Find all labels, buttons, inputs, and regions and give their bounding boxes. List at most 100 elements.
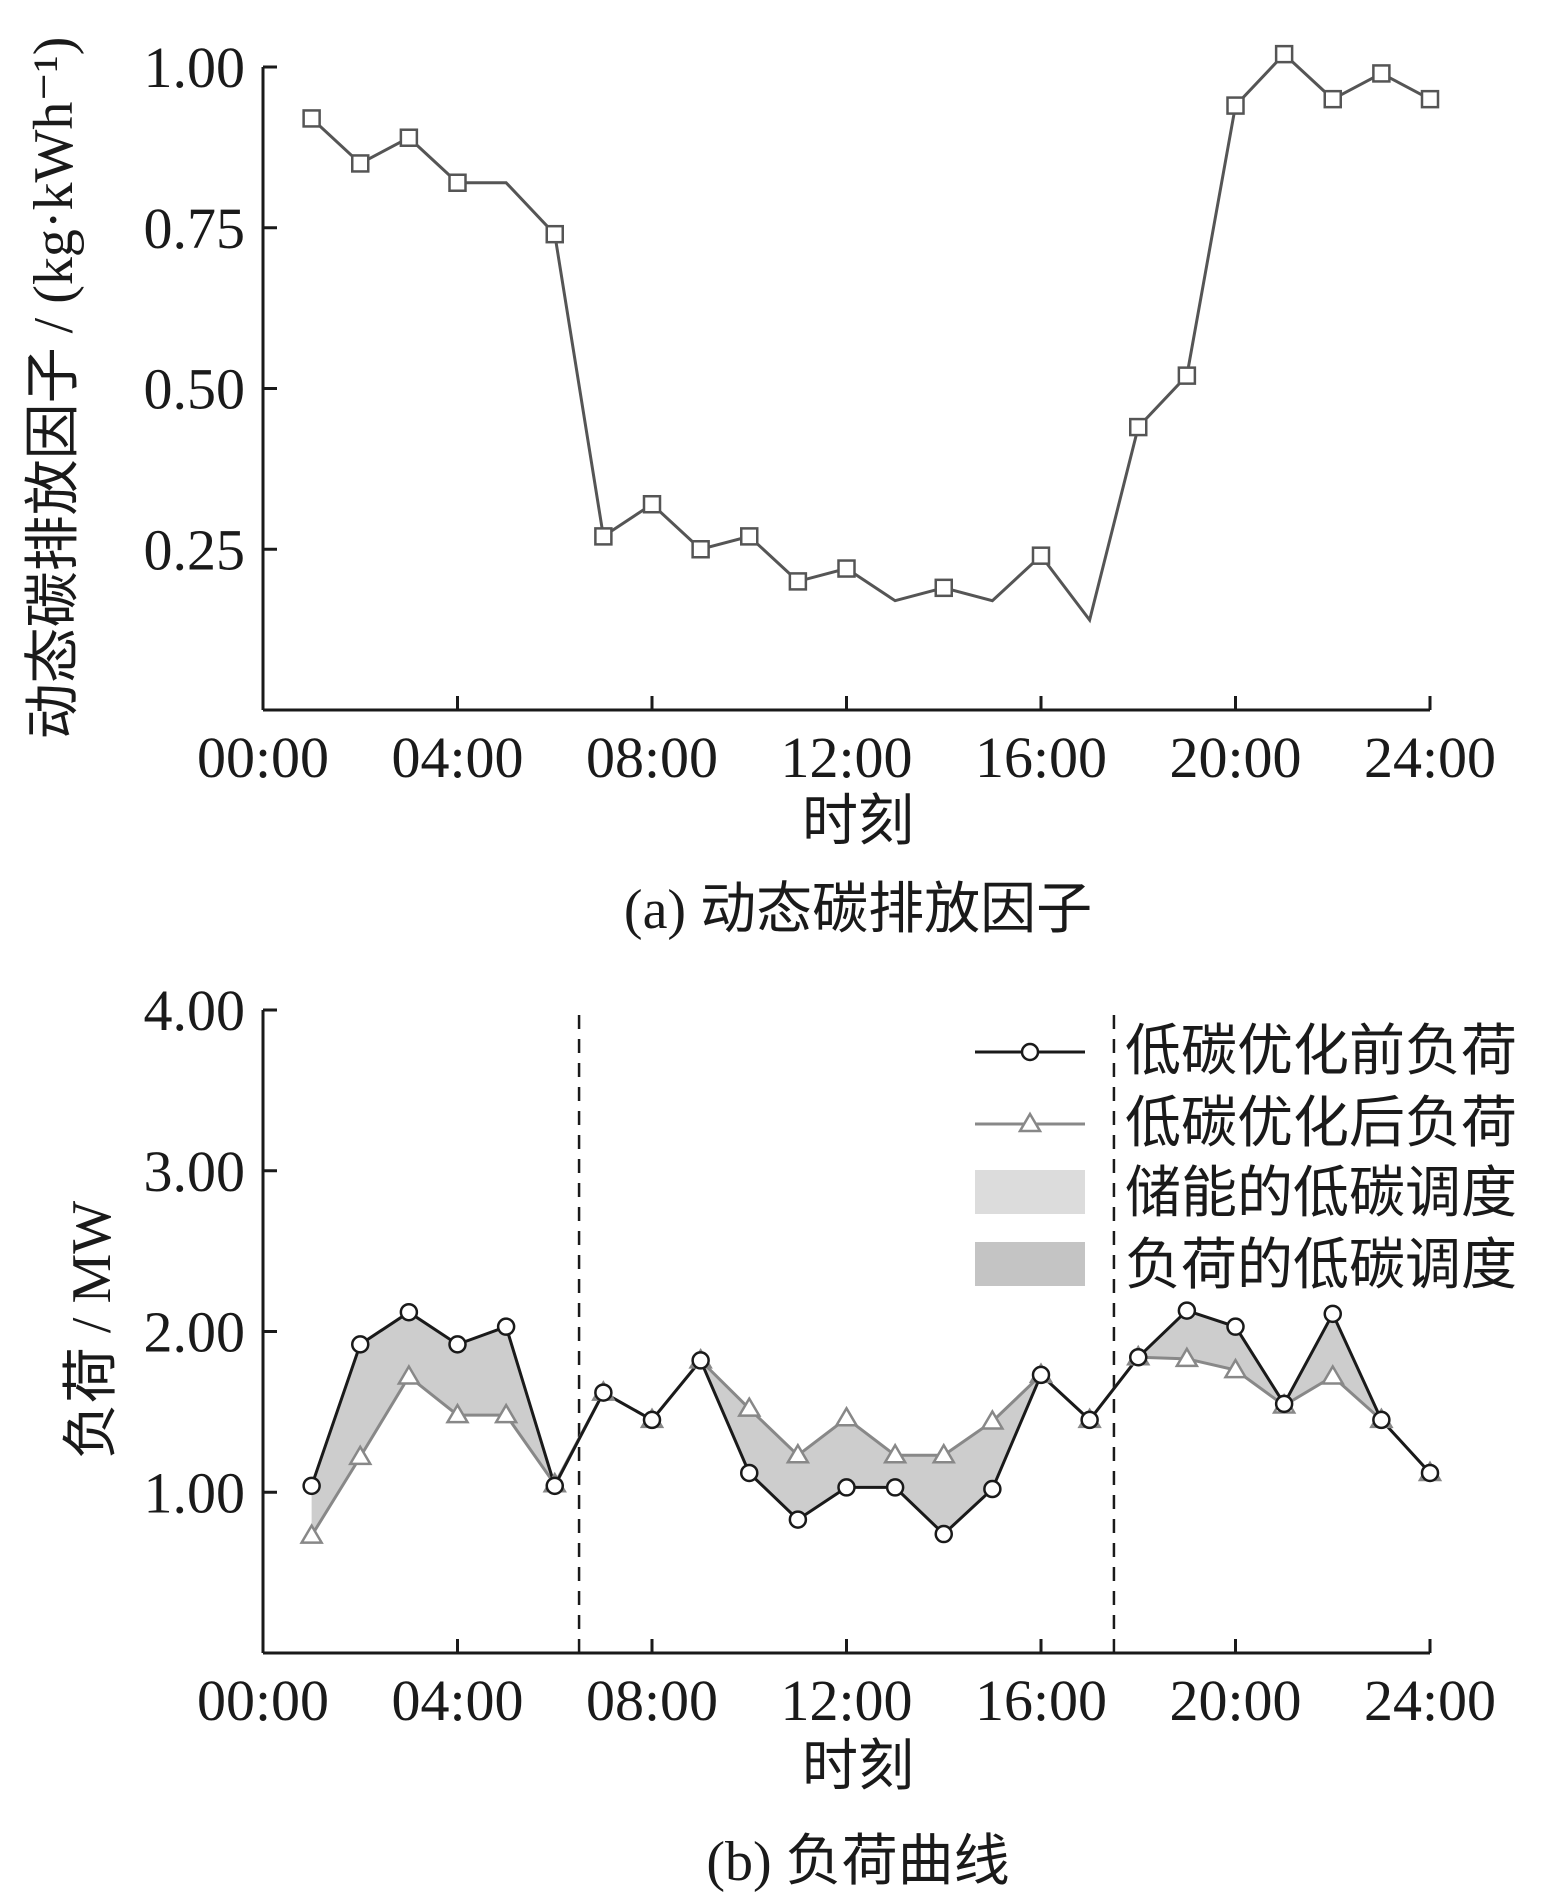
carbon-factor-point — [351, 154, 370, 173]
x-axis-title: 时刻 — [802, 791, 914, 853]
carbon-factor-point — [1226, 96, 1245, 115]
before-load-point — [691, 1351, 710, 1370]
panel-b-caption: (b) 负荷曲线 — [706, 1831, 1009, 1893]
carbon-factor-point — [448, 173, 467, 192]
before-load-point — [983, 1479, 1002, 1499]
before-load-point — [934, 1524, 953, 1544]
after-load-point — [834, 1405, 859, 1427]
after-load-point — [931, 1442, 956, 1464]
legend: 低碳优化前负荷 低碳优化后负荷 储能的低碳调度 负荷的低碳调度 — [975, 1010, 1517, 1350]
panel-a-caption: (a) 动态碳排放因子 — [624, 879, 1092, 941]
before-load-point — [788, 1510, 808, 1529]
x-tick-label: 04:00 — [391, 1668, 523, 1733]
before-load-point — [1372, 1410, 1391, 1430]
carbon-factor-point — [691, 540, 710, 559]
x-tick-label: 20:00 — [1169, 725, 1301, 790]
carbon-factor-chart: 00:00 04:00 08:00 12:00 16:00 20:00 24:00 0.25 0… — [23, 35, 1496, 941]
x-tick-label: 16:00 — [975, 1668, 1107, 1733]
legend-label-storage: 储能的低碳调度 — [1125, 1163, 1517, 1225]
after-load-point — [980, 1409, 1005, 1430]
carbon-factor-point — [837, 559, 856, 578]
carbon-factor-point — [1031, 546, 1051, 565]
carbon-factor-point — [1274, 44, 1294, 64]
before-load-point — [399, 1302, 419, 1322]
y-tick-label: 1.00 — [144, 1460, 246, 1525]
after-load-point — [445, 1402, 470, 1424]
legend-swatch-load — [975, 1242, 1085, 1286]
x-axis-title: 时刻 — [802, 1736, 914, 1798]
after-load-point — [396, 1364, 422, 1385]
carbon-factor-point — [642, 494, 662, 514]
carbon-factor-point — [1129, 417, 1148, 437]
carbon-factor-point — [1420, 89, 1440, 109]
y-tick-label: 0.50 — [144, 357, 246, 422]
legend-marker-after — [1017, 1111, 1043, 1133]
y-tick-label: 2.00 — [144, 1300, 246, 1365]
legend-swatch-storage — [975, 1170, 1085, 1214]
after-load-point — [493, 1402, 519, 1424]
before-load-point — [545, 1476, 564, 1496]
carbon-factor-point — [399, 128, 419, 147]
after-load-point — [737, 1396, 762, 1417]
before-load-point — [1226, 1317, 1245, 1336]
y-tick-label: 3.00 — [144, 1139, 246, 1204]
load-curve-chart: 00:00 04:00 08:00 12:00 16:00 20:00 24:00 1.00 2… — [61, 978, 1517, 1893]
carbon-factor-point — [594, 527, 613, 546]
after-load-point — [1223, 1357, 1248, 1379]
x-tick-label: 24:00 — [1364, 1668, 1496, 1733]
after-load-point — [348, 1444, 373, 1466]
carbon-factor-point — [740, 527, 759, 546]
before-load-point — [1420, 1463, 1440, 1483]
before-load-point — [496, 1317, 516, 1336]
before-load-point — [837, 1478, 856, 1497]
y-axis-title: 负荷 / MW — [61, 1201, 123, 1459]
x-tick-label: 04:00 — [391, 725, 523, 790]
carbon-factor-point — [934, 578, 953, 598]
y-tick-label: 1.00 — [144, 35, 246, 100]
x-tick-label: 12:00 — [780, 1668, 912, 1733]
carbon-factor-line — [310, 52, 1431, 624]
carbon-factor-point — [1372, 64, 1391, 83]
x-tick-label: 16:00 — [975, 725, 1107, 790]
y-tick-label: 4.00 — [144, 978, 246, 1043]
legend-marker-before — [1020, 1042, 1040, 1062]
x-tick-label: 00:00 — [197, 725, 329, 790]
after-load-point — [882, 1442, 908, 1464]
y-tick-label: 0.75 — [144, 196, 246, 261]
before-load-point — [885, 1478, 905, 1497]
before-load-point — [1323, 1304, 1342, 1324]
y-tick-label: 0.25 — [144, 517, 246, 582]
carbon-factor-point — [1323, 89, 1342, 109]
x-tick-label: 12:00 — [780, 725, 912, 790]
carbon-factor-point — [302, 109, 321, 128]
carbon-factor-point — [1177, 366, 1197, 385]
load-dispatch-area — [311, 1310, 1430, 1536]
after-load-point — [1320, 1364, 1345, 1385]
carbon-factor-point — [788, 572, 808, 591]
y-axis-title: 动态碳排放因子 / (kg·kWh⁻¹) — [23, 37, 85, 740]
after-load-point — [1174, 1346, 1200, 1368]
before-load-point — [1080, 1410, 1099, 1430]
x-tick-label: 24:00 — [1364, 725, 1496, 790]
before-load-point — [594, 1383, 613, 1402]
before-load-point — [1274, 1394, 1294, 1414]
legend-label-load: 负荷的低碳调度 — [1125, 1235, 1517, 1297]
x-tick-label: 00:00 — [197, 1668, 329, 1733]
after-load-point — [299, 1523, 324, 1544]
after-load-point — [785, 1442, 811, 1464]
before-load-point — [448, 1335, 467, 1354]
carbon-factor-point — [545, 224, 564, 244]
before-load-point — [642, 1410, 662, 1430]
x-tick-label: 08:00 — [586, 1668, 718, 1733]
x-tick-label: 08:00 — [586, 725, 718, 790]
legend-label-before: 低碳优化前负荷 — [1125, 1021, 1517, 1083]
before-load-point — [1129, 1347, 1148, 1367]
before-load-point — [740, 1463, 759, 1483]
before-load-point — [351, 1335, 370, 1354]
legend-label-after: 低碳优化后负荷 — [1125, 1093, 1517, 1155]
before-load-point — [1031, 1365, 1051, 1385]
before-load-point — [302, 1476, 321, 1496]
before-load-point — [1177, 1301, 1197, 1320]
x-tick-label: 20:00 — [1169, 1668, 1301, 1733]
